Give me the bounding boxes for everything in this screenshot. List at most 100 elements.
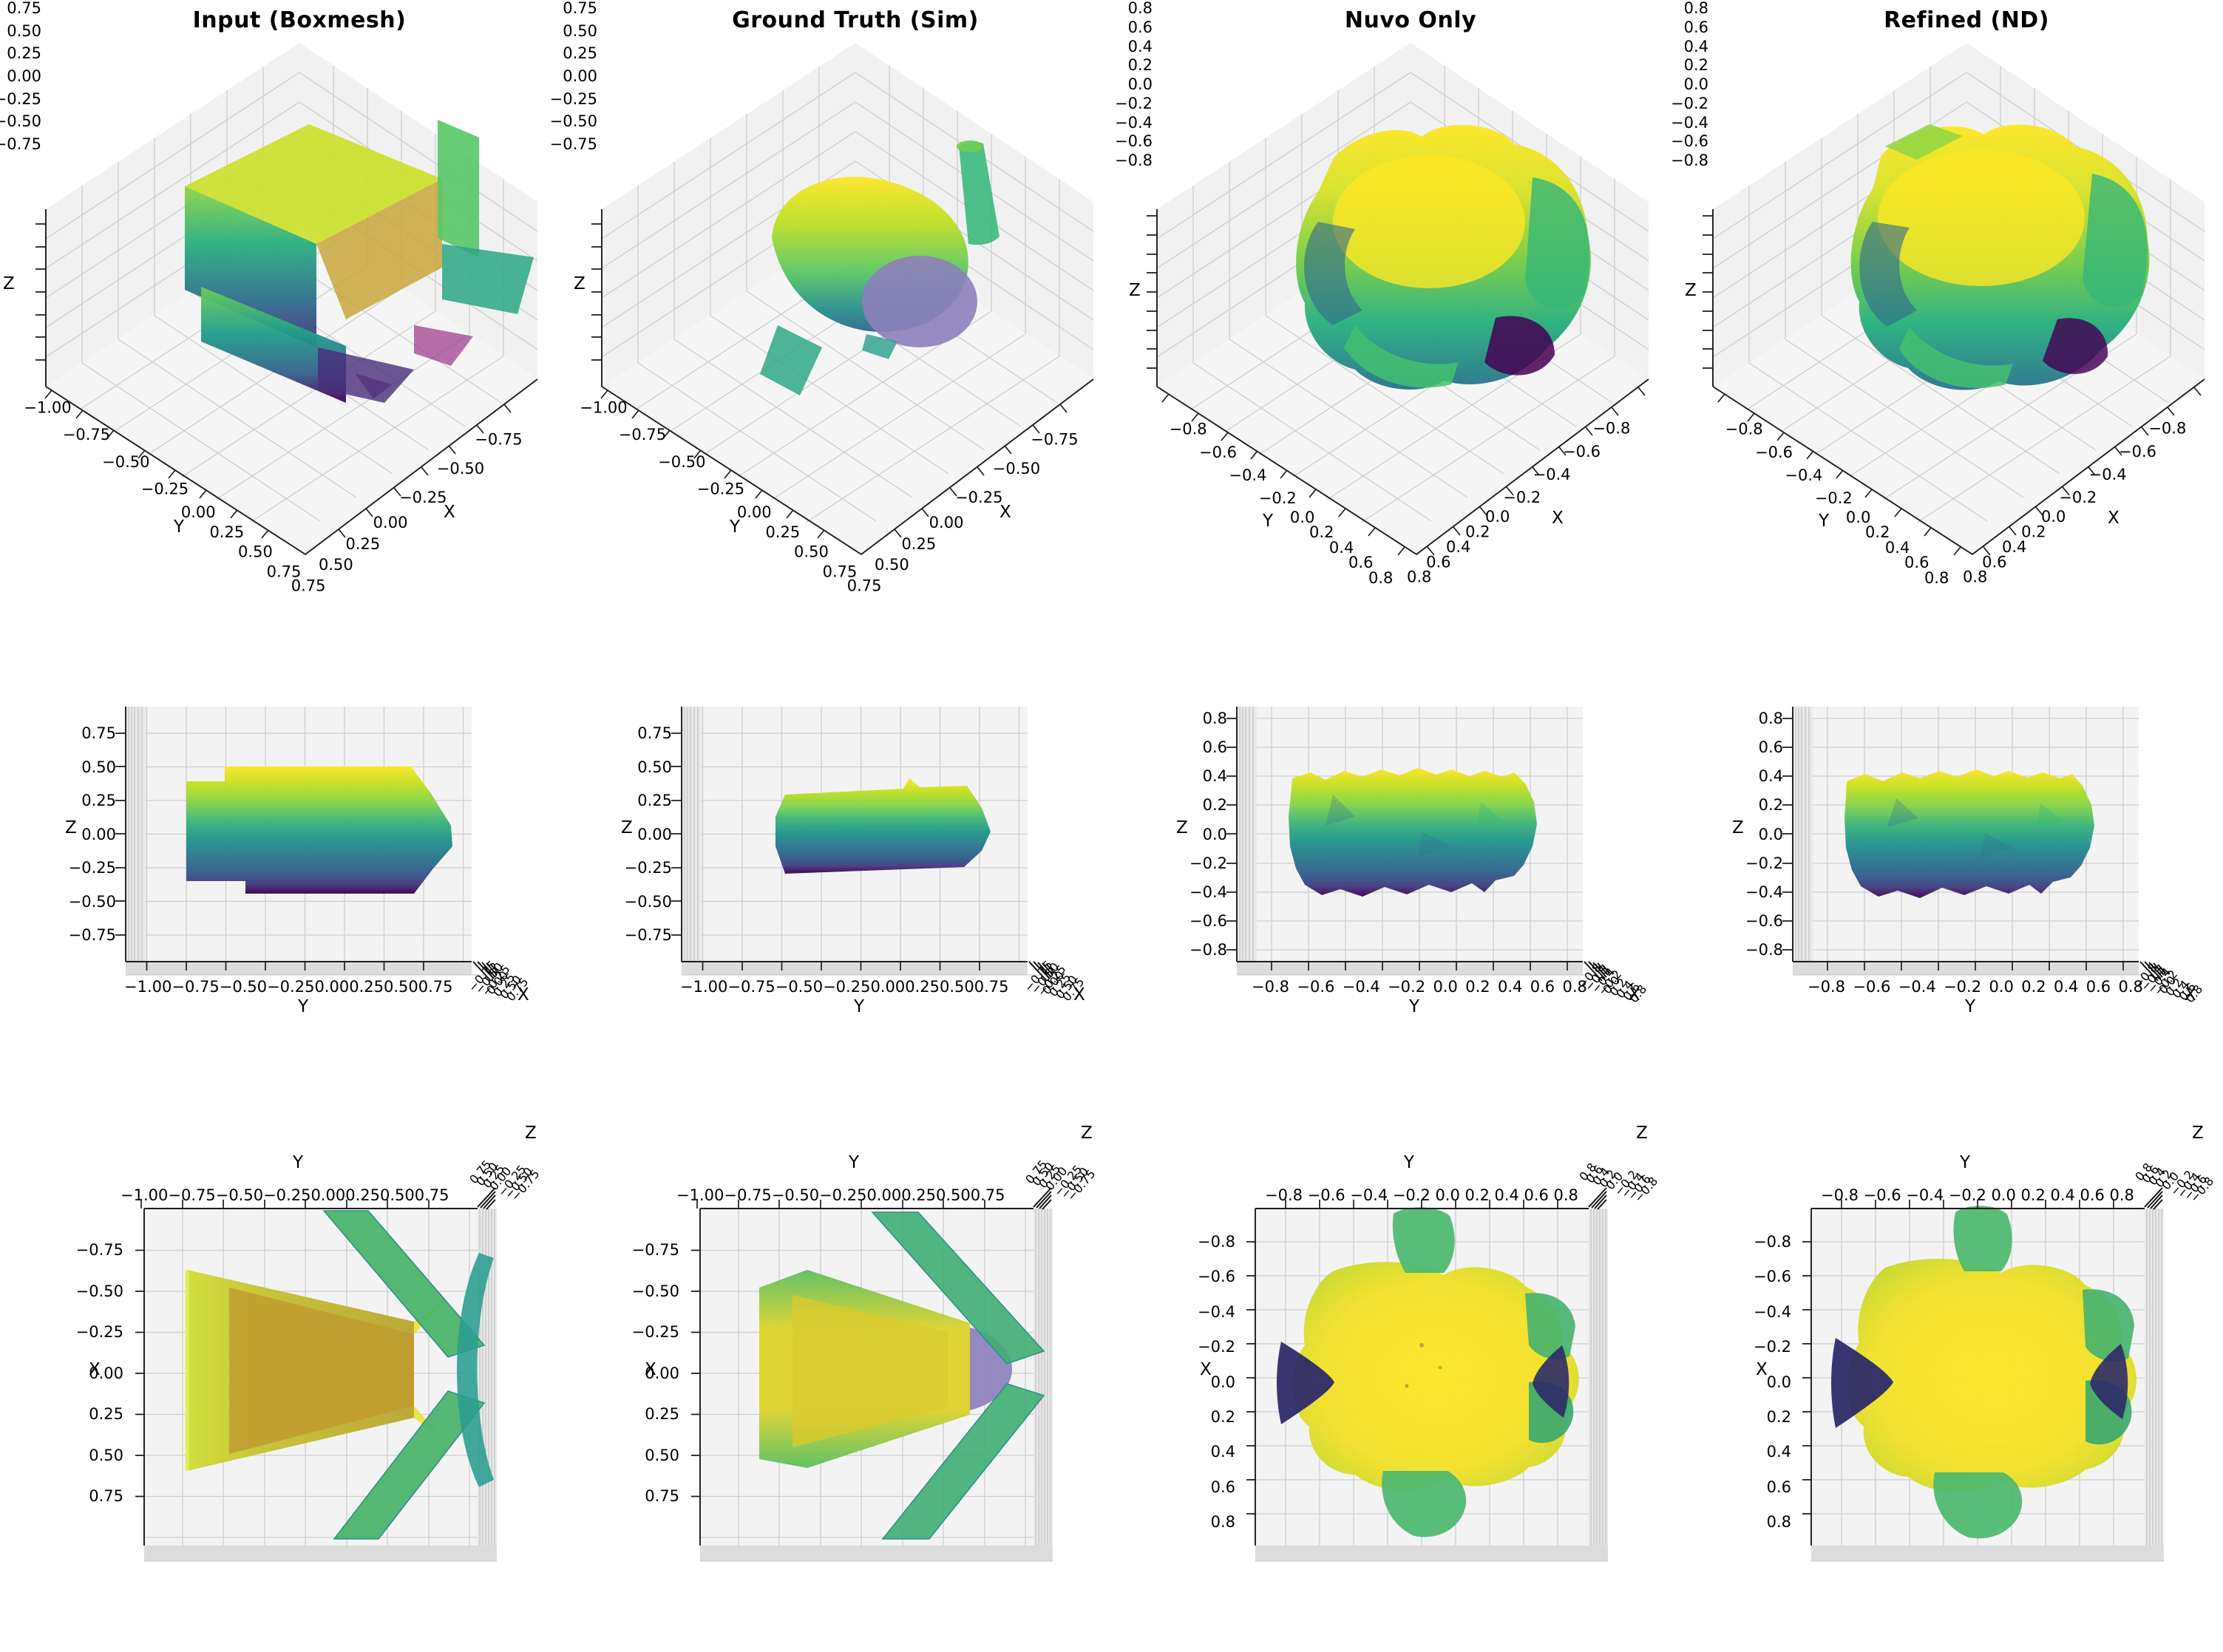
tick-label: −0.6 xyxy=(1198,1268,1235,1286)
axis-spines xyxy=(601,209,1094,556)
tick-label: −1.00 xyxy=(24,398,72,417)
tick-label: 0.50 xyxy=(379,1186,415,1204)
tick-label: −0.2 xyxy=(1944,978,1982,996)
tick-label: 0.25 xyxy=(563,44,597,63)
plot-3d-top xyxy=(1802,1187,2164,1562)
tick-label: 0.6 xyxy=(1683,18,1708,36)
tick-label: 0.25 xyxy=(209,523,245,541)
tick-label: 0.8 xyxy=(1766,1513,1791,1531)
y-axis-ticks: −0.8 −0.6 −0.4 −0.2 0.0 0.2 0.4 0.6 0.8 xyxy=(1808,977,2143,996)
axis-spines xyxy=(143,1208,478,1546)
tick-label: −0.4 xyxy=(1671,113,1708,132)
tick-label: −0.6 xyxy=(1199,443,1238,461)
collapsed-z-ticks: 0.75 0.50 0.25 0.00 −0.25 −0.50 −0.75 xyxy=(1022,1158,1098,1209)
z-axis-label: Z xyxy=(65,818,77,837)
axis-spines xyxy=(45,209,538,556)
tick-label: 0.00 xyxy=(314,978,350,996)
tick-label: 0.25 xyxy=(89,1405,123,1423)
collapsed-wall-lines xyxy=(128,707,143,962)
tick-label: 0.4 xyxy=(1758,767,1783,786)
tick-label: 0.4 xyxy=(1210,1443,1235,1461)
tick-label: 0.25 xyxy=(765,523,801,541)
tick-label: −0.50 xyxy=(437,459,485,477)
tick-label: 0.6 xyxy=(1210,1478,1235,1496)
x-axis-label: X xyxy=(444,503,455,522)
tick-label: −0.50 xyxy=(624,892,672,911)
tick-label: −0.50 xyxy=(631,1282,679,1300)
y-axis-label: Y xyxy=(853,997,865,1016)
y-axis-ticks: −0.8 −0.6 −0.4 −0.2 0.0 0.2 0.4 0.6 0.8 xyxy=(1265,1186,1578,1205)
mesh-surface xyxy=(760,140,999,395)
x-axis-label: X xyxy=(1756,1360,1768,1379)
collapsed-wall xyxy=(1034,1209,1053,1546)
x-axis-label: X xyxy=(2185,985,2196,1005)
z-axis-label: Z xyxy=(1732,818,1744,837)
x-axis-label: X xyxy=(2108,509,2120,528)
tick-label: 0.75 xyxy=(414,1186,449,1204)
plot-3d-top xyxy=(691,1187,1053,1562)
tick-label: 0.50 xyxy=(645,1446,679,1464)
floor-band xyxy=(700,1546,1053,1561)
tick-label: −0.25 xyxy=(68,859,116,877)
tick-label: −0.25 xyxy=(631,1323,679,1341)
tick-label: −0.8 xyxy=(1115,152,1153,169)
z-tick-marks xyxy=(1703,215,1713,369)
plot-3d-top xyxy=(135,1187,497,1562)
tick-label: −0.2 xyxy=(1671,94,1708,112)
collapsed-z-axis-stub xyxy=(1588,1187,1607,1210)
y-tick-marks xyxy=(696,1200,985,1209)
z-axis-label: Z xyxy=(621,818,633,837)
panel-top-groundtruth: −1.00 −0.75 −0.50 −0.25 0.00 0.25 0.50 0.75 −0.… xyxy=(556,1101,1112,1652)
axis-spines xyxy=(1712,209,2205,556)
tick-label: −0.4 xyxy=(1533,466,1571,484)
tick-label: 0.25 xyxy=(645,1405,679,1423)
z-axis-ticks: 0.8 0.6 0.4 0.2 0.0 −0.2 −0.4 −0.6 −0.8 xyxy=(1667,0,1708,169)
tick-label: −0.50 xyxy=(771,1186,820,1204)
tick-label: −0.25 xyxy=(75,1323,123,1341)
tick-label: −1.00 xyxy=(676,1186,724,1204)
x-tick-marks xyxy=(135,1249,144,1498)
tick-label: −0.6 xyxy=(1307,1186,1345,1204)
y-axis-ticks: −0.8 −0.6 −0.4 −0.2 0.0 0.2 0.4 0.6 0.8 xyxy=(1821,1186,2134,1205)
tick-label: 0.0 xyxy=(1433,978,1458,996)
y-axis-label: Y xyxy=(1404,1153,1415,1172)
panel-side-nuvo: 0.8 0.6 0.4 0.2 0.0 −0.2 −0.4 −0.6 −0.8 −0.8 −0.6… xyxy=(1111,551,1667,1101)
y-tick-marks xyxy=(1841,1200,2114,1209)
z-axis-ticks: 0.75 0.50 0.25 0.00 −0.25 −0.50 −0.75 xyxy=(550,0,597,152)
tick-label: 0.0 xyxy=(1202,825,1227,843)
z-axis-label: Z xyxy=(1081,1124,1093,1143)
tick-label: 0.75 xyxy=(645,1487,679,1505)
tick-label: −1.00 xyxy=(121,1186,169,1204)
y-axis-ticks: −1.00 −0.75 −0.50 −0.25 0.00 0.25 0.50 0.75 xyxy=(680,977,1009,996)
y-axis-label: Y xyxy=(730,517,741,537)
tick-label: 0.25 xyxy=(7,44,41,63)
collapsed-z-axis-stub xyxy=(2144,1187,2163,1210)
tick-label: 0.00 xyxy=(181,503,216,522)
tick-label: −0.50 xyxy=(219,978,268,996)
floor-band xyxy=(682,962,1028,975)
z-tick-marks xyxy=(1226,718,1237,951)
x-axis-label: X xyxy=(1200,1360,1212,1379)
mesh-surface xyxy=(1296,124,1591,390)
z-axis-label: Z xyxy=(3,274,15,293)
z-axis-ticks: 0.8 0.6 0.4 0.2 0.0 −0.2 −0.4 −0.6 −0.8 xyxy=(1163,710,1227,958)
tick-label: 0.25 xyxy=(905,978,940,996)
collapsed-z-axis-stub xyxy=(1033,1187,1052,1210)
axis-spines xyxy=(699,1208,1034,1546)
z-axis-ticks: 0.75 0.50 0.25 0.00 −0.25 −0.50 −0.75 xyxy=(600,725,672,943)
tick-label: −0.2 xyxy=(1948,1186,1986,1204)
tick-label: −0.75 xyxy=(1031,430,1079,449)
tick-label: −0.4 xyxy=(1754,1302,1791,1321)
collapsed-wall-lines xyxy=(1590,1209,1606,1546)
tick-label: −0.50 xyxy=(0,112,41,131)
tick-label: −0.4 xyxy=(1745,883,1783,901)
y-axis-label: Y xyxy=(1408,997,1420,1016)
tick-label: −0.75 xyxy=(624,926,672,944)
tick-label: −0.4 xyxy=(1785,466,1823,484)
tick-label: 0.50 xyxy=(939,978,974,996)
tick-label: 0.00 xyxy=(866,1186,902,1204)
tick-label: 0.0 xyxy=(1989,978,2014,996)
panel-iso-groundtruth: Ground Truth (Sim) 0.75 0.50 0.25 0.00 −0.25… xyxy=(550,0,1112,595)
tick-label: −0.75 xyxy=(68,926,116,944)
tick-label: 0.4 xyxy=(1497,978,1523,996)
